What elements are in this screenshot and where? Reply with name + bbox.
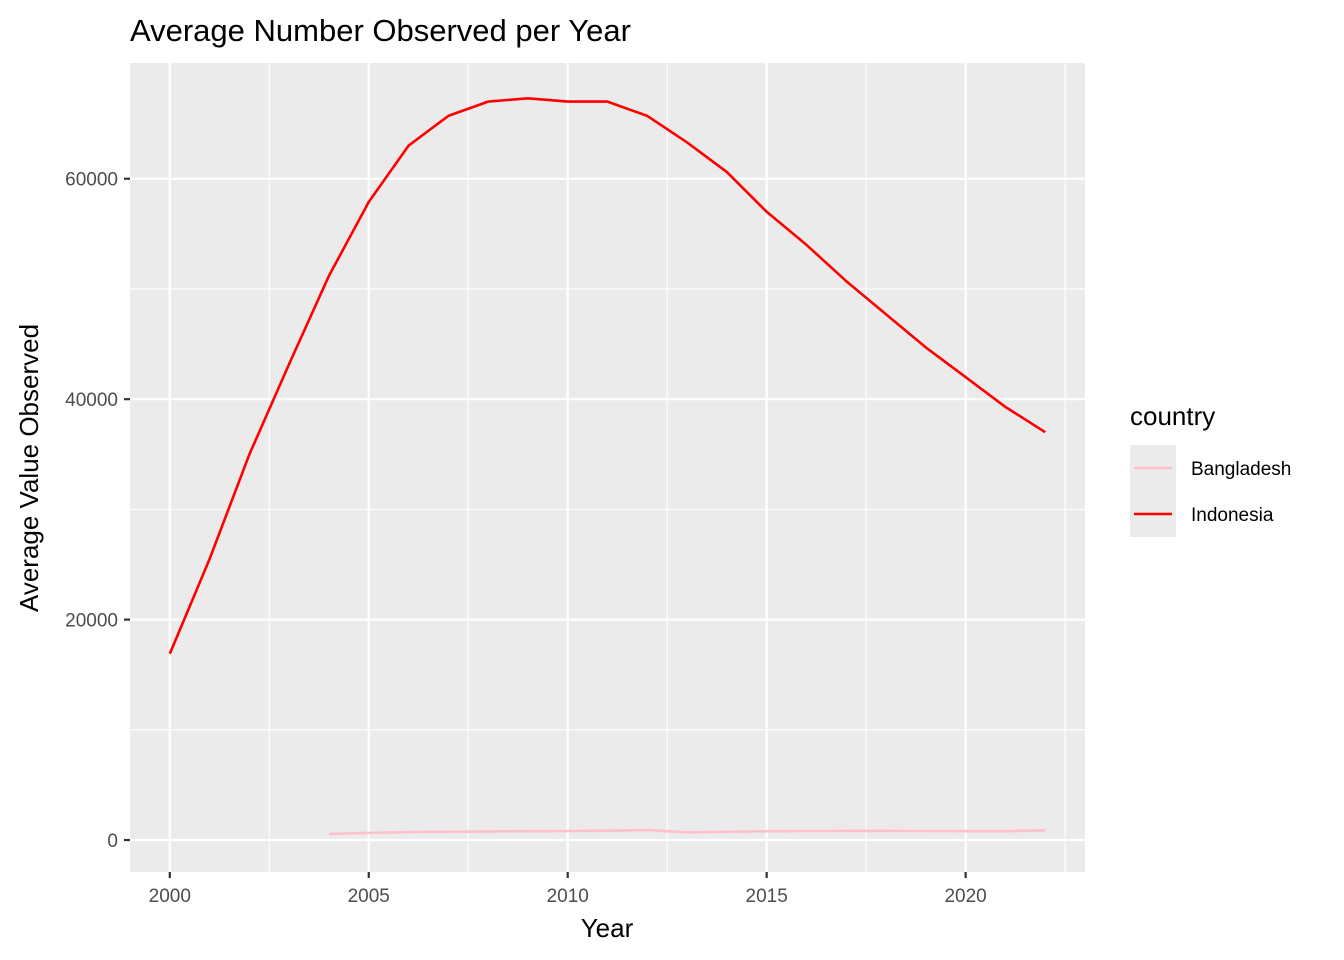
- major-gridlines: [130, 63, 1085, 872]
- minor-gridlines: [130, 63, 1085, 872]
- x-tick-label: 2000: [149, 886, 191, 907]
- legend-label: Indonesia: [1191, 505, 1274, 526]
- y-axis: 0 20000 40000 60000: [65, 170, 130, 852]
- y-axis-title: Average Value Observed: [14, 324, 44, 612]
- legend-label: Bangladesh: [1191, 459, 1291, 480]
- x-axis-title: Year: [581, 913, 634, 943]
- x-tick-label: 2015: [746, 886, 788, 907]
- x-tick-label: 2010: [547, 886, 589, 907]
- series-lines: [168, 97, 1046, 836]
- legend-title: country: [1130, 401, 1215, 431]
- chart-title: Average Number Observed per Year: [130, 13, 631, 48]
- y-tick-label: 20000: [65, 611, 118, 632]
- y-tick-label: 40000: [65, 390, 118, 411]
- y-tick-label: 60000: [65, 170, 118, 191]
- plot-panel: [130, 63, 1085, 872]
- legend: country Bangladesh Indonesia: [1130, 401, 1291, 537]
- series-line-indonesia: [168, 97, 1046, 655]
- x-tick-label: 2005: [348, 886, 390, 907]
- x-axis: 2000 2005 2010 2015 2020: [149, 872, 987, 907]
- x-tick-label: 2020: [944, 886, 986, 907]
- y-tick-label: 0: [107, 831, 118, 852]
- series-line-bangladesh: [328, 828, 1046, 836]
